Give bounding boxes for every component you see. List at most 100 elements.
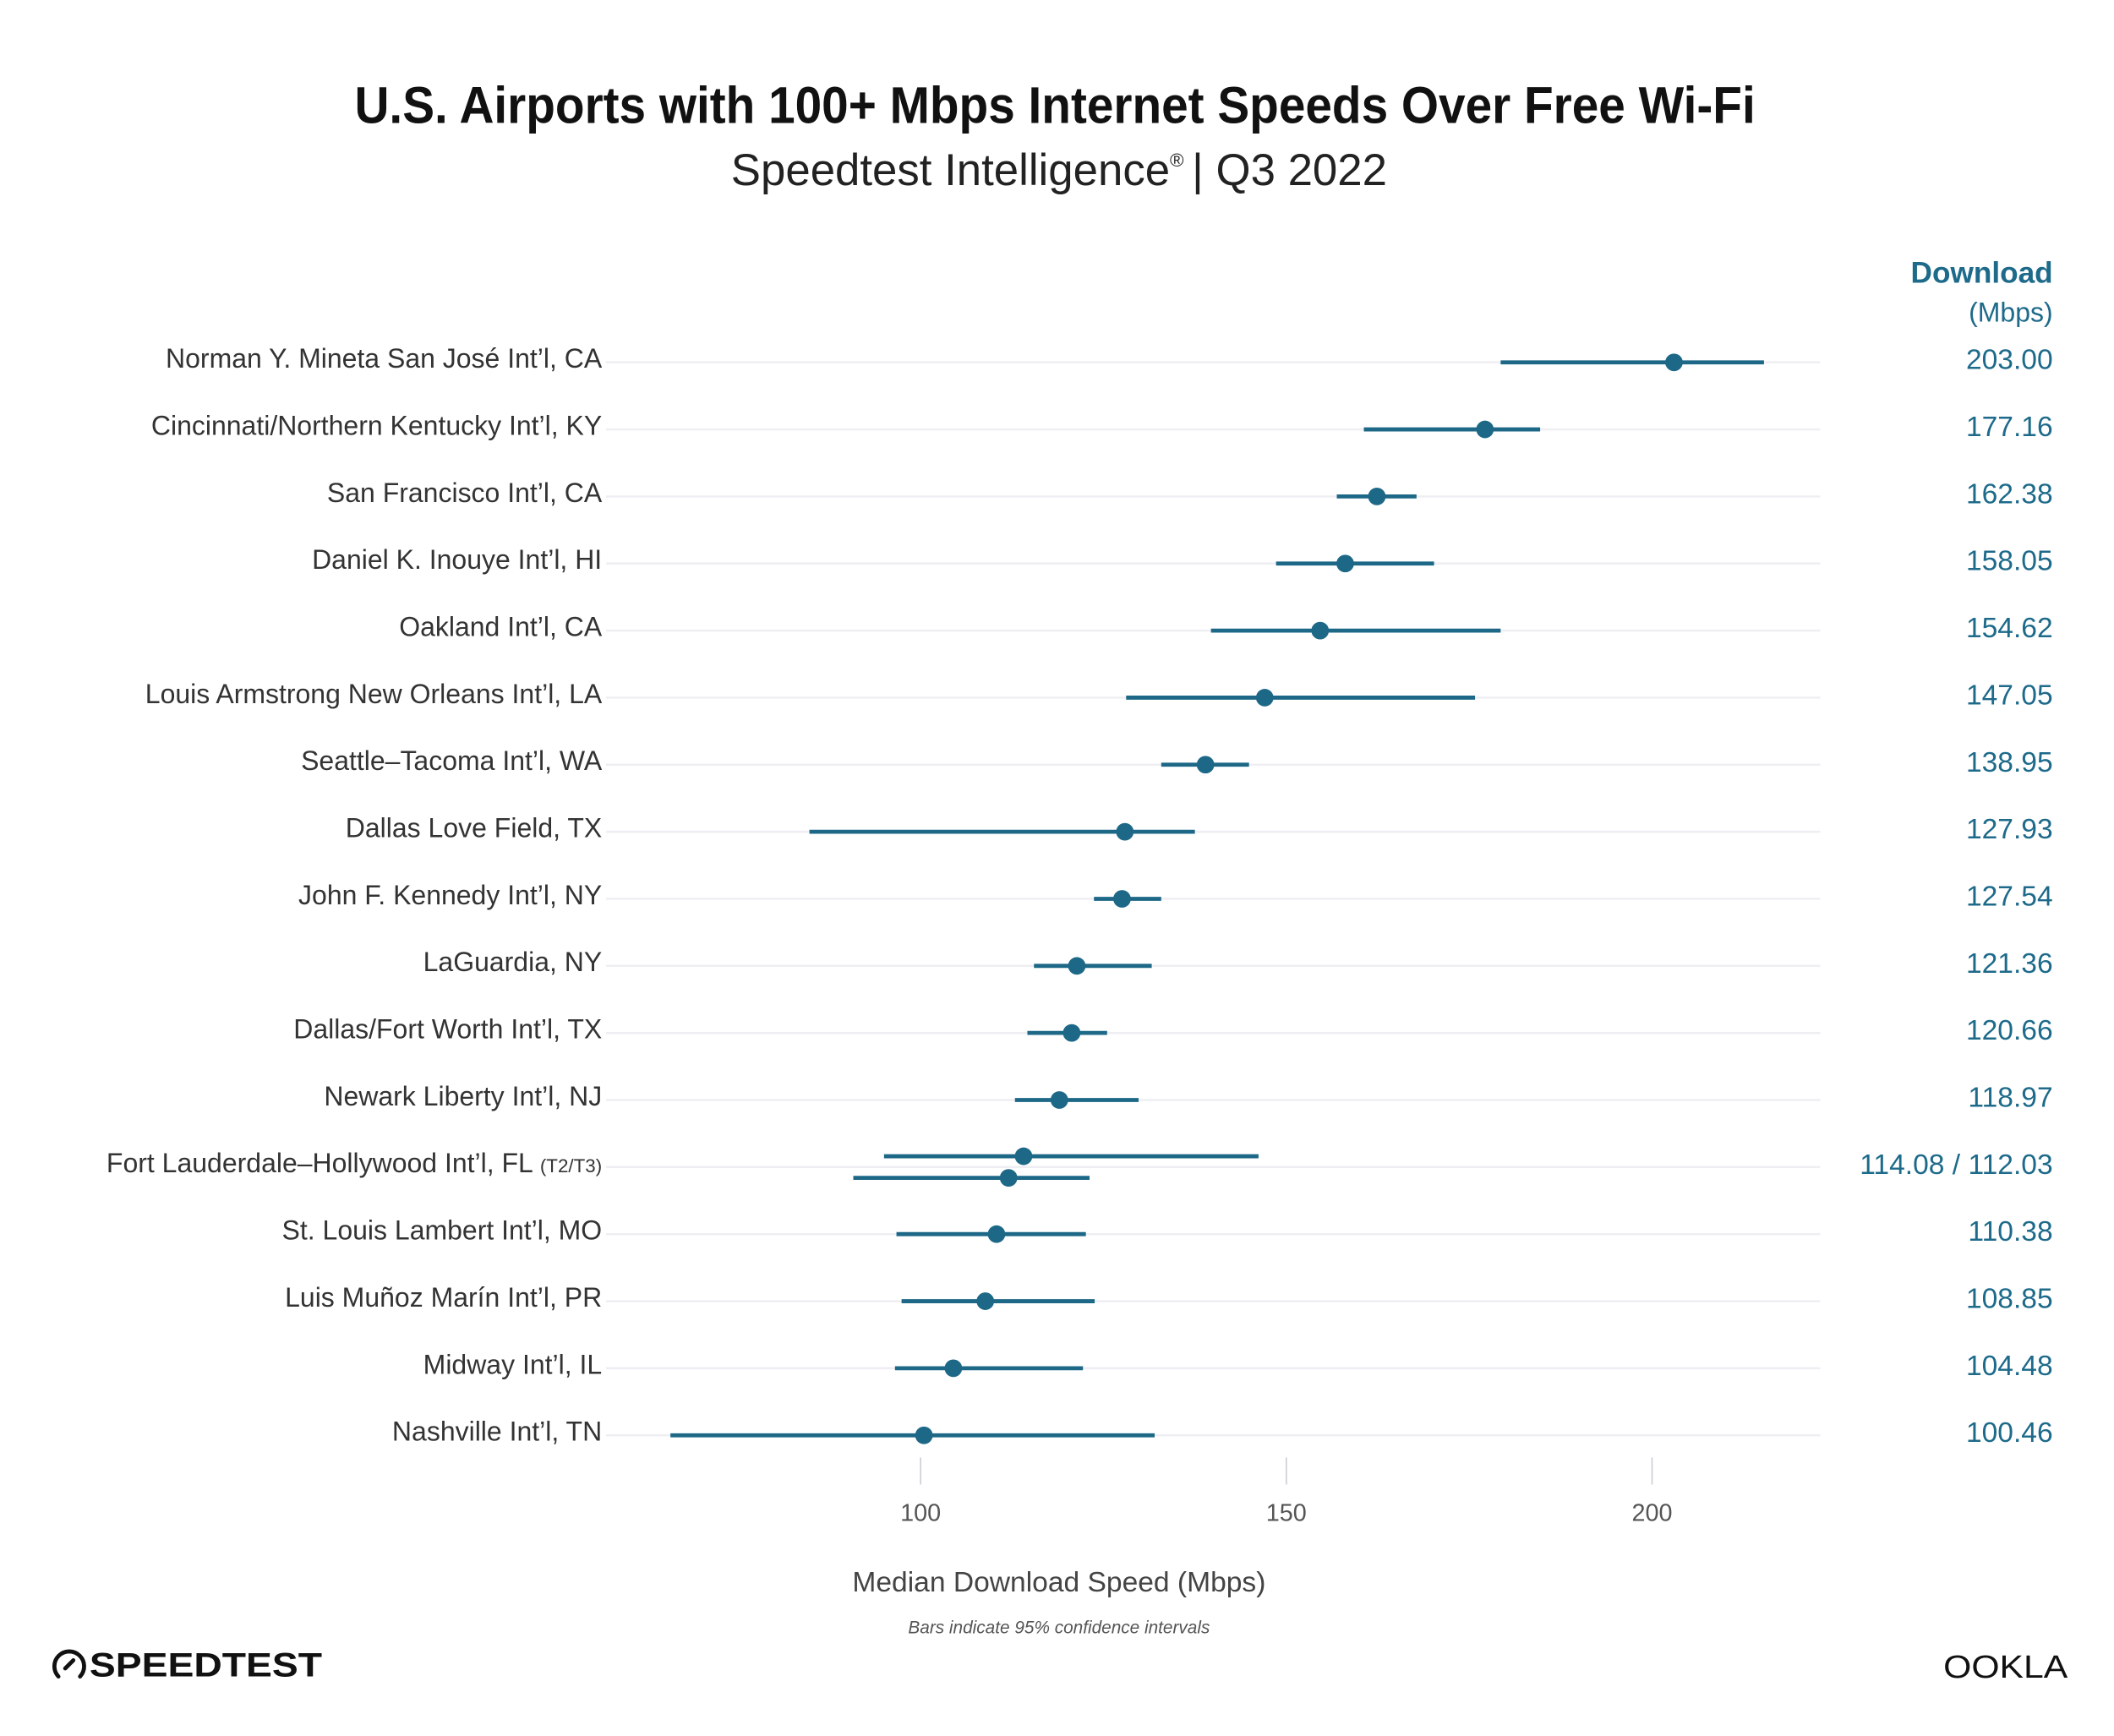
- airport-row: John F. Kennedy Int’l, NY 127.54: [298, 880, 2053, 913]
- airport-name: Daniel K. Inouye Int’l, HI: [312, 544, 602, 575]
- airport-label: Norman Y. Mineta San José Int’l, CA: [166, 343, 603, 374]
- airport-row: LaGuardia, NY 121.36: [423, 947, 2053, 980]
- airport-label: Cincinnati/Northern Kentucky Int’l, KY: [151, 410, 602, 440]
- airport-row: Newark Liberty Int’l, NJ 118.97: [324, 1081, 2052, 1114]
- chart-title: U.S. Airports with 100+ Mbps Internet Sp…: [354, 77, 1755, 134]
- airport-row: Nashville Int’l, TN 100.46: [392, 1417, 2053, 1449]
- download-value: 121.36: [1966, 948, 2053, 980]
- speedtest-wordmark: SPEEDTEST: [90, 1647, 322, 1684]
- download-value: 104.48: [1966, 1351, 2053, 1382]
- download-value: 120.66: [1966, 1015, 2053, 1046]
- median-point: [1050, 1091, 1068, 1109]
- airport-label: Fort Lauderdale–Hollywood Int’l, FL (T2/T…: [107, 1148, 602, 1178]
- airport-row: Luis Muñoz Marín Int’l, PR 108.85: [285, 1282, 2053, 1315]
- download-value: 158.05: [1966, 546, 2053, 577]
- airport-label: Nashville Int’l, TN: [392, 1417, 602, 1447]
- median-point: [1311, 621, 1330, 640]
- median-point: [1116, 822, 1134, 841]
- median-point: [1068, 957, 1086, 975]
- download-value: 118.97: [1968, 1083, 2052, 1114]
- airport-name: Oakland Int’l, CA: [399, 611, 603, 641]
- airport-name: Seattle–Tacoma Int’l, WA: [301, 745, 603, 776]
- median-point: [987, 1225, 1006, 1243]
- airport-name: LaGuardia, NY: [423, 947, 603, 977]
- airport-name: John F. Kennedy Int’l, NY: [298, 880, 602, 910]
- footnote: Bars indicate 95% confidence intervals: [908, 1618, 1210, 1637]
- subtitle-text: Speedtest Intelligence: [731, 145, 1170, 195]
- airport-row: Norman Y. Mineta San José Int’l, CA 203.0…: [166, 343, 2053, 376]
- median-point: [1665, 353, 1683, 372]
- airport-name: Louis Armstrong New Orleans Int’l, LA: [145, 679, 603, 709]
- airport-label-suffix: (T2/T3): [540, 1155, 602, 1176]
- value-header: Download: [1911, 256, 2053, 289]
- airport-name: Newark Liberty Int’l, NJ: [324, 1081, 602, 1111]
- median-point: [1014, 1147, 1033, 1166]
- airport-label: Newark Liberty Int’l, NJ: [324, 1081, 602, 1111]
- median-point: [1062, 1024, 1081, 1042]
- airport-row: Seattle–Tacoma Int’l, WA 138.95: [301, 745, 2053, 778]
- airport-label: Seattle–Tacoma Int’l, WA: [301, 745, 603, 776]
- airport-row: Midway Int’l, IL 104.48: [423, 1349, 2053, 1382]
- airport-row: Daniel K. Inouye Int’l, HI 158.05: [312, 544, 2053, 577]
- airport-name: Midway Int’l, IL: [423, 1349, 603, 1379]
- x-tick-label: 200: [1631, 1500, 1672, 1527]
- airport-row: Oakland Int’l, CA 154.62: [399, 611, 2052, 644]
- download-value: 147.05: [1966, 680, 2053, 711]
- median-point: [1113, 890, 1131, 908]
- airport-name: St. Louis Lambert Int’l, MO: [282, 1215, 603, 1246]
- airport-label: Louis Armstrong New Orleans Int’l, LA: [145, 679, 603, 709]
- airport-row: Dallas/Fort Worth Int’l, TX 120.66: [293, 1014, 2052, 1047]
- airport-label: John F. Kennedy Int’l, NY: [298, 880, 602, 910]
- download-value: 127.54: [1966, 881, 2053, 912]
- median-point: [915, 1426, 933, 1444]
- speedometer-icon: [52, 1649, 86, 1679]
- median-point: [1336, 554, 1354, 573]
- download-value: 110.38: [1968, 1216, 2052, 1247]
- airport-label: St. Louis Lambert Int’l, MO: [282, 1215, 603, 1246]
- x-axis-label: Median Download Speed (Mbps): [852, 1567, 1265, 1598]
- airport-row: St. Louis Lambert Int’l, MO 110.38: [282, 1215, 2053, 1248]
- median-point: [976, 1292, 995, 1310]
- x-tick-label: 150: [1266, 1500, 1307, 1527]
- airport-name: Fort Lauderdale–Hollywood Int’l, FL: [107, 1148, 533, 1178]
- airport-row: Louis Armstrong New Orleans Int’l, LA 147…: [145, 679, 2053, 712]
- airport-name: Dallas Love Field, TX: [346, 813, 602, 843]
- airport-name: Norman Y. Mineta San José Int’l, CA: [166, 343, 603, 374]
- download-value: 127.93: [1966, 814, 2053, 845]
- airport-label: Midway Int’l, IL: [423, 1349, 603, 1379]
- airport-name: Nashville Int’l, TN: [392, 1417, 602, 1447]
- download-value: 154.62: [1966, 613, 2053, 644]
- subtitle-registered-mark: ®: [1170, 150, 1184, 171]
- airport-row: Fort Lauderdale–Hollywood Int’l, FL (T2/T…: [107, 1147, 2053, 1187]
- airport-name: Dallas/Fort Worth Int’l, TX: [293, 1014, 602, 1045]
- airport-row: Dallas Love Field, TX 127.93: [346, 813, 2053, 846]
- airport-name: Luis Muñoz Marín Int’l, PR: [285, 1282, 602, 1313]
- chart-subtitle: Speedtest Intelligence® | Q3 2022: [731, 145, 1387, 195]
- airport-row: Cincinnati/Northern Kentucky Int’l, KY 17…: [151, 410, 2053, 443]
- ookla-logo: OOKLA: [1943, 1649, 2068, 1685]
- median-point: [1255, 689, 1274, 707]
- rows: Norman Y. Mineta San José Int’l, CA 203.0…: [107, 343, 2053, 1449]
- airport-label: Dallas/Fort Worth Int’l, TX: [293, 1014, 602, 1045]
- x-tick-label: 100: [900, 1500, 941, 1527]
- download-value: 203.00: [1966, 345, 2053, 376]
- download-value: 177.16: [1966, 412, 2053, 443]
- airport-label: Daniel K. Inouye Int’l, HI: [312, 544, 602, 575]
- airport-label: Oakland Int’l, CA: [399, 611, 603, 641]
- median-point: [1196, 756, 1215, 774]
- median-point: [999, 1169, 1018, 1187]
- speedtest-logo: SPEEDTEST: [52, 1647, 322, 1684]
- median-point: [944, 1359, 963, 1378]
- airport-name: Cincinnati/Northern Kentucky Int’l, KY: [151, 410, 602, 440]
- download-value: 100.46: [1966, 1417, 2053, 1449]
- airport-label: San Francisco Int’l, CA: [327, 478, 603, 508]
- download-value: 162.38: [1966, 478, 2053, 510]
- airport-label: Dallas Love Field, TX: [346, 813, 602, 843]
- airport-label: LaGuardia, NY: [423, 947, 603, 977]
- median-point: [1368, 488, 1386, 505]
- download-value: 138.95: [1966, 747, 2053, 778]
- median-point: [1476, 420, 1494, 439]
- airport-name: San Francisco Int’l, CA: [327, 478, 603, 508]
- airport-row: San Francisco Int’l, CA 162.38: [327, 478, 2053, 510]
